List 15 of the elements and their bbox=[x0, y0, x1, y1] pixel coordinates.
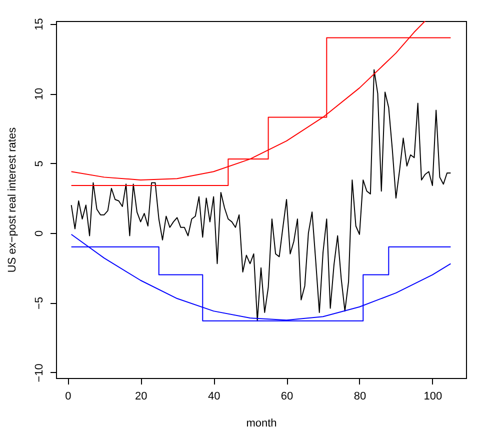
y-tick-label: 0 bbox=[34, 230, 46, 237]
x-tick-label: 60 bbox=[280, 390, 294, 402]
y-tick-label: −5 bbox=[34, 296, 46, 310]
y-tick-label: 15 bbox=[34, 18, 46, 30]
x-tick-label: 0 bbox=[65, 390, 72, 402]
x-tick-label: 80 bbox=[354, 390, 366, 402]
x-tick-label: 20 bbox=[135, 390, 148, 402]
y-axis-title: US ex−post real interest rates bbox=[6, 126, 18, 273]
y-tick-label: 5 bbox=[34, 160, 46, 167]
line-series bbox=[70, 69, 452, 322]
x-tick-label: 100 bbox=[424, 390, 442, 402]
x-axis-title: month bbox=[246, 418, 277, 430]
y-tick-label: −10 bbox=[34, 364, 46, 382]
y-tick-label: 10 bbox=[34, 88, 46, 100]
x-tick-label: 40 bbox=[208, 390, 220, 402]
